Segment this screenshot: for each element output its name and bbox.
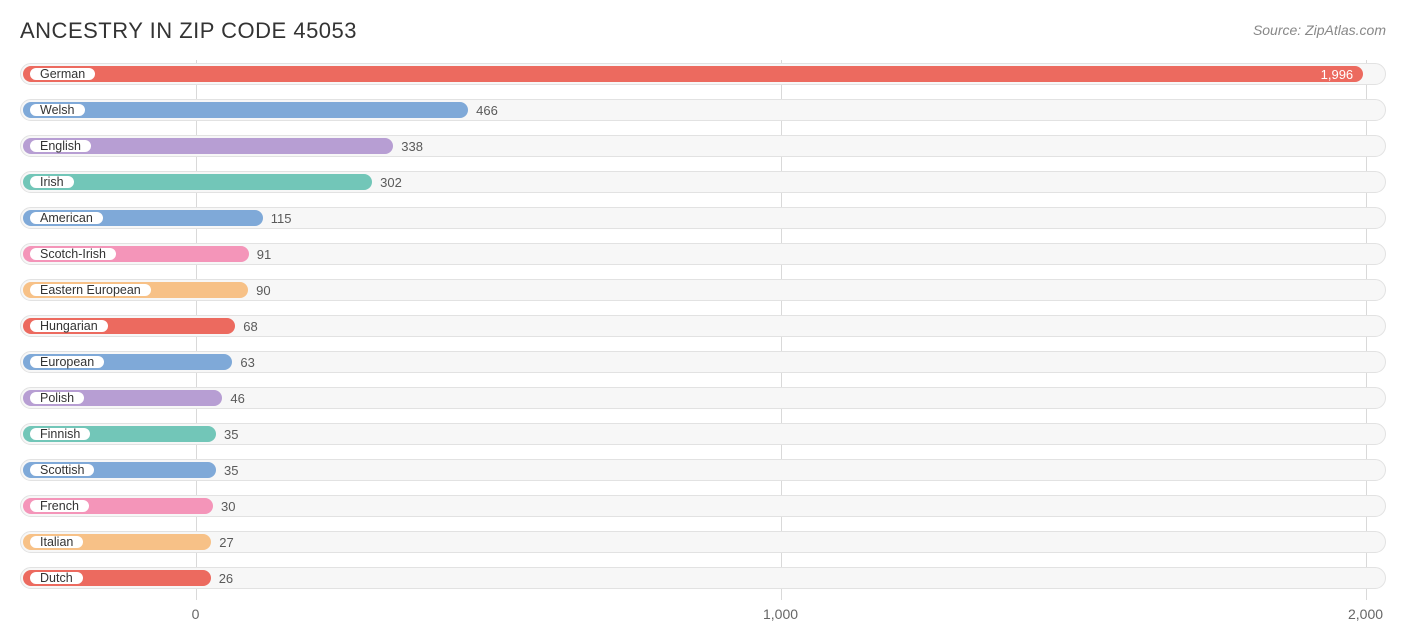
bar-value: 35 (216, 420, 238, 448)
bar-value: 46 (222, 384, 244, 412)
bar-label-pill: Scottish (28, 462, 96, 478)
bar-value: 90 (248, 276, 270, 304)
bar-value: 115 (263, 204, 292, 232)
bar-value: 91 (249, 240, 271, 268)
x-tick-label: 0 (192, 606, 200, 622)
bar-value: 35 (216, 456, 238, 484)
bar-value: 30 (213, 492, 235, 520)
chart-title: ANCESTRY IN ZIP CODE 45053 (20, 18, 357, 44)
bar-row: Eastern European 90 (20, 276, 1386, 304)
bar-label-pill: Hungarian (28, 318, 110, 334)
bar-label-pill: Welsh (28, 102, 87, 118)
header: ANCESTRY IN ZIP CODE 45053 Source: ZipAt… (0, 0, 1406, 44)
chart-source: Source: ZipAtlas.com (1253, 18, 1386, 38)
bar-fill (23, 102, 468, 118)
bar-value: 338 (393, 132, 423, 160)
bar-label-pill: Polish (28, 390, 86, 406)
bar-row: German1,996 (20, 60, 1386, 88)
bar-label-pill: Finnish (28, 426, 92, 442)
chart-area: German1,996 Welsh 466 English 338 Irish 302 Ame… (20, 60, 1386, 600)
bar-row: Welsh 466 (20, 96, 1386, 124)
bar-label-pill: European (28, 354, 106, 370)
chart-plot: German1,996 Welsh 466 English 338 Irish 302 Ame… (20, 60, 1386, 600)
bar-label-pill: American (28, 210, 105, 226)
bar-row: Hungarian 68 (20, 312, 1386, 340)
bar-row: European 63 (20, 348, 1386, 376)
bar-value: 302 (372, 168, 402, 196)
bar-value: 1,996 (20, 60, 1363, 88)
bar-row: Scottish 35 (20, 456, 1386, 484)
bar-row: English 338 (20, 132, 1386, 160)
bar-value: 27 (211, 528, 233, 556)
x-axis: 0 1,000 2,000 (20, 600, 1386, 630)
bar-label-pill: Eastern European (28, 282, 153, 298)
bar-label-pill: Irish (28, 174, 76, 190)
bar-value: 466 (468, 96, 498, 124)
bar-label-pill: Scotch-Irish (28, 246, 118, 262)
bar-row: American 115 (20, 204, 1386, 232)
bar-label-pill: French (28, 498, 91, 514)
x-tick-label: 1,000 (763, 606, 798, 622)
bar-row: Finnish 35 (20, 420, 1386, 448)
bar-row: Italian 27 (20, 528, 1386, 556)
bar-row: Scotch-Irish 91 (20, 240, 1386, 268)
bar-row: Dutch 26 (20, 564, 1386, 592)
bar-label-pill: Dutch (28, 570, 85, 586)
x-tick-label: 2,000 (1348, 606, 1383, 622)
bar-row: Irish 302 (20, 168, 1386, 196)
bar-value: 63 (232, 348, 254, 376)
bar-row: French 30 (20, 492, 1386, 520)
bar-value: 68 (235, 312, 257, 340)
bar-row: Polish 46 (20, 384, 1386, 412)
bar-value: 26 (211, 564, 233, 592)
bar-label-pill: Italian (28, 534, 85, 550)
bar-label-pill: English (28, 138, 93, 154)
